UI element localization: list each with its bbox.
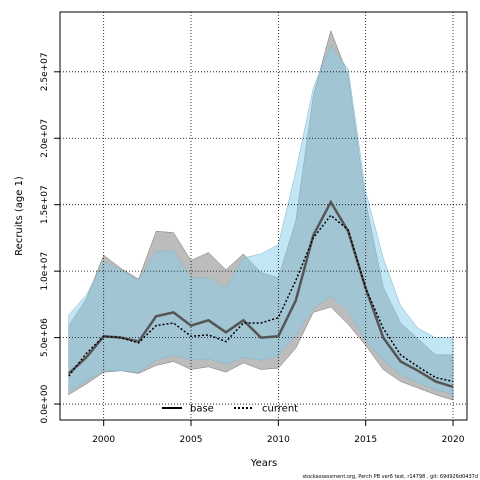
- band-current: [68, 44, 454, 396]
- plot-frame: [59, 11, 468, 421]
- legend-base-label: base: [190, 404, 214, 415]
- x-tick-label: 2000: [92, 435, 115, 445]
- x-axis: 2000 2005 2010 2015 2020: [92, 420, 465, 445]
- y-axis-label: Recruits (age 1): [14, 176, 25, 256]
- legend: base current: [162, 404, 298, 415]
- series-lines: [67, 199, 454, 388]
- x-tick-label: 2020: [442, 435, 465, 445]
- y-tick-label: 1.0e+07: [40, 252, 50, 291]
- y-tick-label: 0.0e+00: [40, 384, 50, 423]
- x-tick-label: 2005: [180, 435, 203, 445]
- y-tick-label: 5.0e+06: [40, 318, 50, 357]
- series-line-current: [68, 214, 454, 383]
- x-tick-label: 2010: [267, 435, 290, 445]
- y-tick-label: 2.5e+07: [40, 52, 50, 91]
- footer-note: stockassessment.org, Perch PB ver6 test,…: [302, 474, 478, 480]
- y-tick-label: 1.5e+07: [40, 185, 50, 224]
- x-tick-label: 2015: [354, 435, 377, 445]
- y-tick-label: 2.0e+07: [40, 119, 50, 158]
- series-line-base: [67, 199, 454, 388]
- x-axis-label: Years: [250, 458, 277, 469]
- grid-lines: [60, 12, 467, 420]
- confidence-bands: [68, 29, 454, 401]
- y-axis: 0.0e+00 5.0e+06 1.0e+07 1.5e+07 2.0e+07 2.5e+…: [40, 52, 60, 424]
- legend-current-label: current: [262, 404, 298, 415]
